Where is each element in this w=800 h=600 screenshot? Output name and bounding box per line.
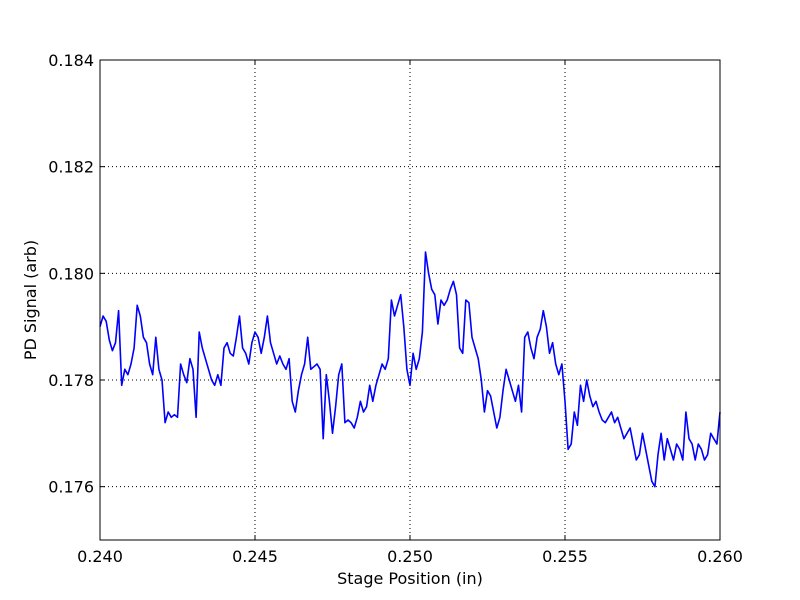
x-tick-label: 0.255 (542, 547, 588, 566)
axis-ticks: 0.240 0.245 0.250 0.255 0.260 0.176 0.178 0.180… (48, 51, 743, 566)
x-tick-label: 0.260 (697, 547, 743, 566)
y-tick-label: 0.176 (48, 478, 94, 497)
x-axis-label: Stage Position (in) (337, 569, 483, 588)
x-tick-label: 0.240 (77, 547, 123, 566)
y-axis-label: PD Signal (arb) (21, 240, 40, 360)
x-tick-label: 0.245 (232, 547, 278, 566)
grid-lines (99, 59, 721, 540)
y-tick-label: 0.180 (48, 264, 94, 283)
y-tick-label: 0.182 (48, 158, 94, 177)
series-line-pd-signal (99, 251, 721, 488)
y-tick-label: 0.178 (48, 371, 94, 390)
x-tick-label: 0.250 (387, 547, 433, 566)
y-tick-label: 0.184 (48, 51, 94, 70)
